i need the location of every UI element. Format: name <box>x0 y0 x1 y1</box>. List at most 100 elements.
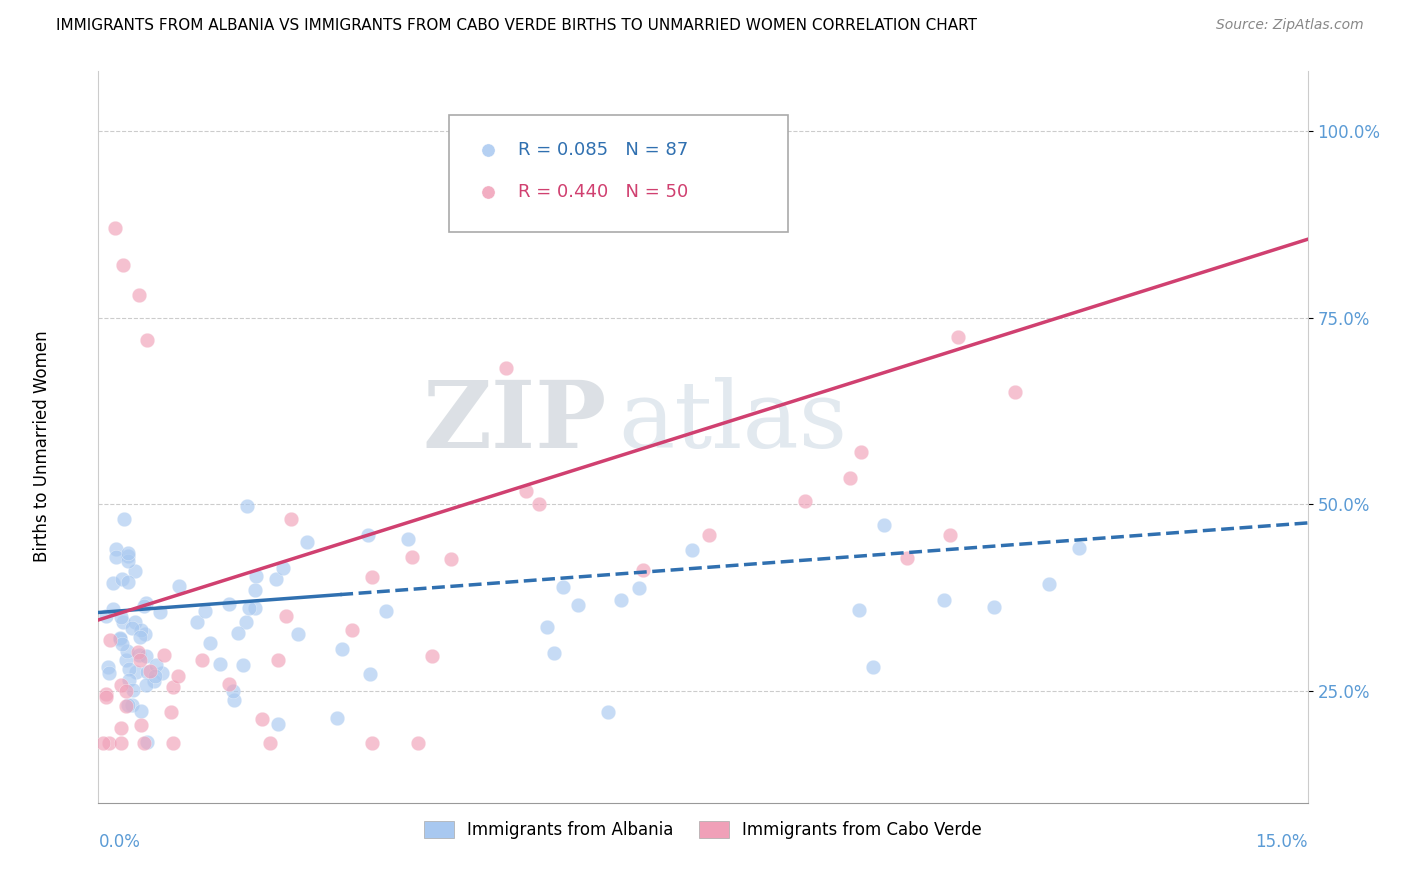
Point <box>250 712 273 726</box>
Point <box>124 615 146 629</box>
Point <box>136 665 159 679</box>
Point <box>115 653 138 667</box>
Point <box>117 554 139 568</box>
Point <box>117 549 139 563</box>
Point <box>1067 541 1090 556</box>
Text: R = 0.440   N = 50: R = 0.440 N = 50 <box>517 183 689 201</box>
Point <box>98 632 121 647</box>
Point <box>103 575 125 590</box>
Point <box>162 736 184 750</box>
Point <box>238 600 260 615</box>
Point <box>340 623 363 637</box>
Point <box>111 636 134 650</box>
Point <box>103 221 125 235</box>
Point <box>135 333 157 347</box>
Point <box>150 666 173 681</box>
Text: ZIP: ZIP <box>422 377 606 467</box>
Point <box>117 698 139 712</box>
Text: 0.0%: 0.0% <box>98 832 141 851</box>
Point <box>280 512 302 526</box>
Point <box>939 528 962 542</box>
Point <box>111 259 134 273</box>
Point <box>357 528 380 542</box>
Point <box>124 564 146 578</box>
Point <box>218 677 240 691</box>
Point <box>1038 576 1060 591</box>
Point <box>129 631 152 645</box>
Point <box>169 578 191 592</box>
Point <box>128 648 150 662</box>
Point <box>862 660 884 674</box>
Point <box>110 721 132 735</box>
Point <box>101 601 124 615</box>
Point <box>108 632 131 647</box>
Point <box>873 517 896 532</box>
Point <box>160 705 183 719</box>
Point <box>191 653 214 667</box>
Point <box>117 575 139 590</box>
Text: Source: ZipAtlas.com: Source: ZipAtlas.com <box>1216 18 1364 32</box>
Point <box>134 626 156 640</box>
Point <box>946 330 969 344</box>
Point <box>162 681 184 695</box>
Point <box>536 619 558 633</box>
Point <box>276 608 298 623</box>
Point <box>110 678 132 692</box>
Point <box>598 705 620 719</box>
Point <box>226 625 249 640</box>
Point <box>934 593 956 607</box>
Point <box>111 572 134 586</box>
Point <box>287 626 309 640</box>
Point <box>567 598 589 612</box>
Point <box>110 609 132 624</box>
Point <box>259 736 281 750</box>
Point <box>148 605 170 619</box>
Point <box>145 658 167 673</box>
Point <box>332 642 354 657</box>
Point <box>633 564 655 578</box>
Point <box>627 581 650 595</box>
Text: 15.0%: 15.0% <box>1256 832 1308 851</box>
Point <box>198 636 221 650</box>
Point <box>91 736 114 750</box>
Point <box>245 583 267 598</box>
Point <box>143 669 166 683</box>
Point <box>139 665 162 679</box>
Point <box>699 527 721 541</box>
Legend: Immigrants from Albania, Immigrants from Cabo Verde: Immigrants from Albania, Immigrants from… <box>418 814 988 846</box>
Point <box>222 684 245 698</box>
Point <box>98 665 121 680</box>
Point <box>105 541 128 556</box>
Point <box>135 596 157 610</box>
Point <box>118 673 141 687</box>
Point <box>218 597 240 611</box>
Point <box>115 699 138 714</box>
Point <box>361 736 384 750</box>
Point <box>135 648 157 663</box>
Point <box>121 698 143 713</box>
Point <box>132 599 155 614</box>
Point <box>110 736 132 750</box>
Point <box>295 535 318 549</box>
Point <box>128 288 150 302</box>
Point <box>194 604 217 618</box>
Point <box>115 644 138 658</box>
Text: Births to Unmarried Women: Births to Unmarried Women <box>34 330 51 562</box>
Point <box>245 569 267 583</box>
Point <box>1004 385 1026 400</box>
Point <box>222 693 245 707</box>
Point <box>118 662 141 676</box>
Point <box>236 499 259 513</box>
Point <box>105 549 128 564</box>
Point <box>153 648 176 662</box>
Point <box>553 580 575 594</box>
Point <box>209 657 232 671</box>
Point <box>135 678 157 692</box>
Point <box>515 484 537 499</box>
Point <box>543 646 565 660</box>
Point <box>495 360 517 375</box>
Point <box>114 684 136 698</box>
Point <box>98 736 121 750</box>
Point <box>129 623 152 637</box>
Point <box>983 599 1005 614</box>
